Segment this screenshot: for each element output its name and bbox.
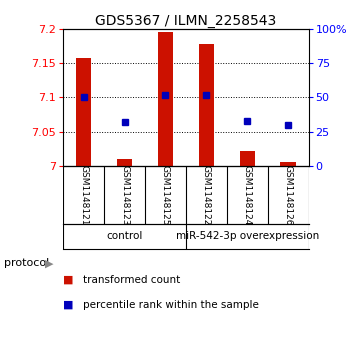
Text: percentile rank within the sample: percentile rank within the sample <box>83 300 259 310</box>
Text: GSM1148125: GSM1148125 <box>161 165 170 225</box>
Bar <box>76 58 91 166</box>
Text: GSM1148124: GSM1148124 <box>243 165 252 225</box>
Bar <box>239 151 255 166</box>
Text: GSM1148126: GSM1148126 <box>284 165 293 225</box>
Bar <box>199 44 214 166</box>
Text: transformed count: transformed count <box>83 274 180 285</box>
Text: protocol: protocol <box>4 258 49 268</box>
Text: control: control <box>106 232 143 241</box>
Text: GSM1148123: GSM1148123 <box>120 165 129 225</box>
Bar <box>280 162 296 166</box>
Text: ■: ■ <box>63 300 74 310</box>
Text: miR-542-3p overexpression: miR-542-3p overexpression <box>176 232 319 241</box>
Bar <box>158 32 173 166</box>
Title: GDS5367 / ILMN_2258543: GDS5367 / ILMN_2258543 <box>95 14 277 28</box>
Text: GSM1148121: GSM1148121 <box>79 165 88 225</box>
Bar <box>117 159 132 166</box>
Text: GSM1148122: GSM1148122 <box>202 165 211 225</box>
Text: ■: ■ <box>63 274 74 285</box>
Text: ▶: ▶ <box>44 258 53 268</box>
